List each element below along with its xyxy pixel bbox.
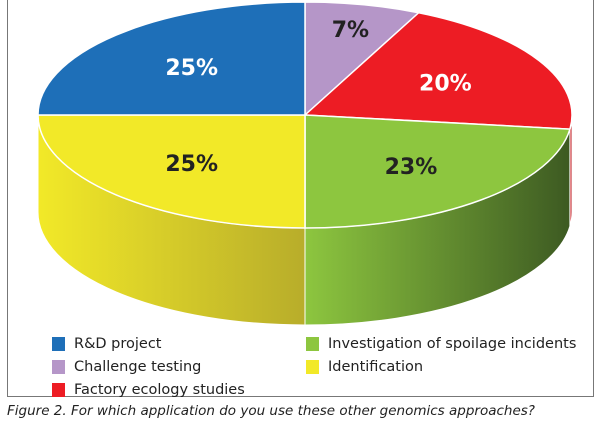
pie-slice <box>304 114 571 229</box>
legend-swatch <box>52 383 65 397</box>
data-label: 25% <box>165 56 218 81</box>
legend-item-identification: Identification <box>306 359 423 375</box>
legend-label: Identification <box>328 359 424 375</box>
pie-chart: 7% 20% 23% 25% 25% <box>37 1 573 326</box>
legend-swatch <box>306 360 319 374</box>
legend-item-rd: R&D project <box>52 336 161 352</box>
legend-item-challenge: Challenge testing <box>52 359 201 375</box>
data-label: 23% <box>385 155 438 180</box>
legend-label: Factory ecology studies <box>74 382 245 398</box>
legend-label: Investigation of spoilage incidents <box>328 336 577 352</box>
legend-swatch <box>306 337 319 351</box>
data-label: 20% <box>419 71 472 96</box>
pie-slice <box>303 11 573 130</box>
data-label: 7% <box>332 18 369 43</box>
pie-slice <box>37 114 306 229</box>
legend-label: R&D project <box>74 336 162 352</box>
legend-swatch <box>52 337 65 351</box>
pie-slice <box>304 1 421 117</box>
figure-caption: Figure 2. For which application do you u… <box>7 403 535 419</box>
legend-label: Challenge testing <box>74 359 202 375</box>
pie-slice <box>37 1 306 116</box>
data-label: 25% <box>165 152 218 177</box>
legend-item-factory: Factory ecology studies <box>52 382 245 398</box>
legend-item-spoilage: Investigation of spoilage incidents <box>306 336 576 352</box>
legend-swatch <box>52 360 65 374</box>
chart-frame <box>7 0 594 397</box>
